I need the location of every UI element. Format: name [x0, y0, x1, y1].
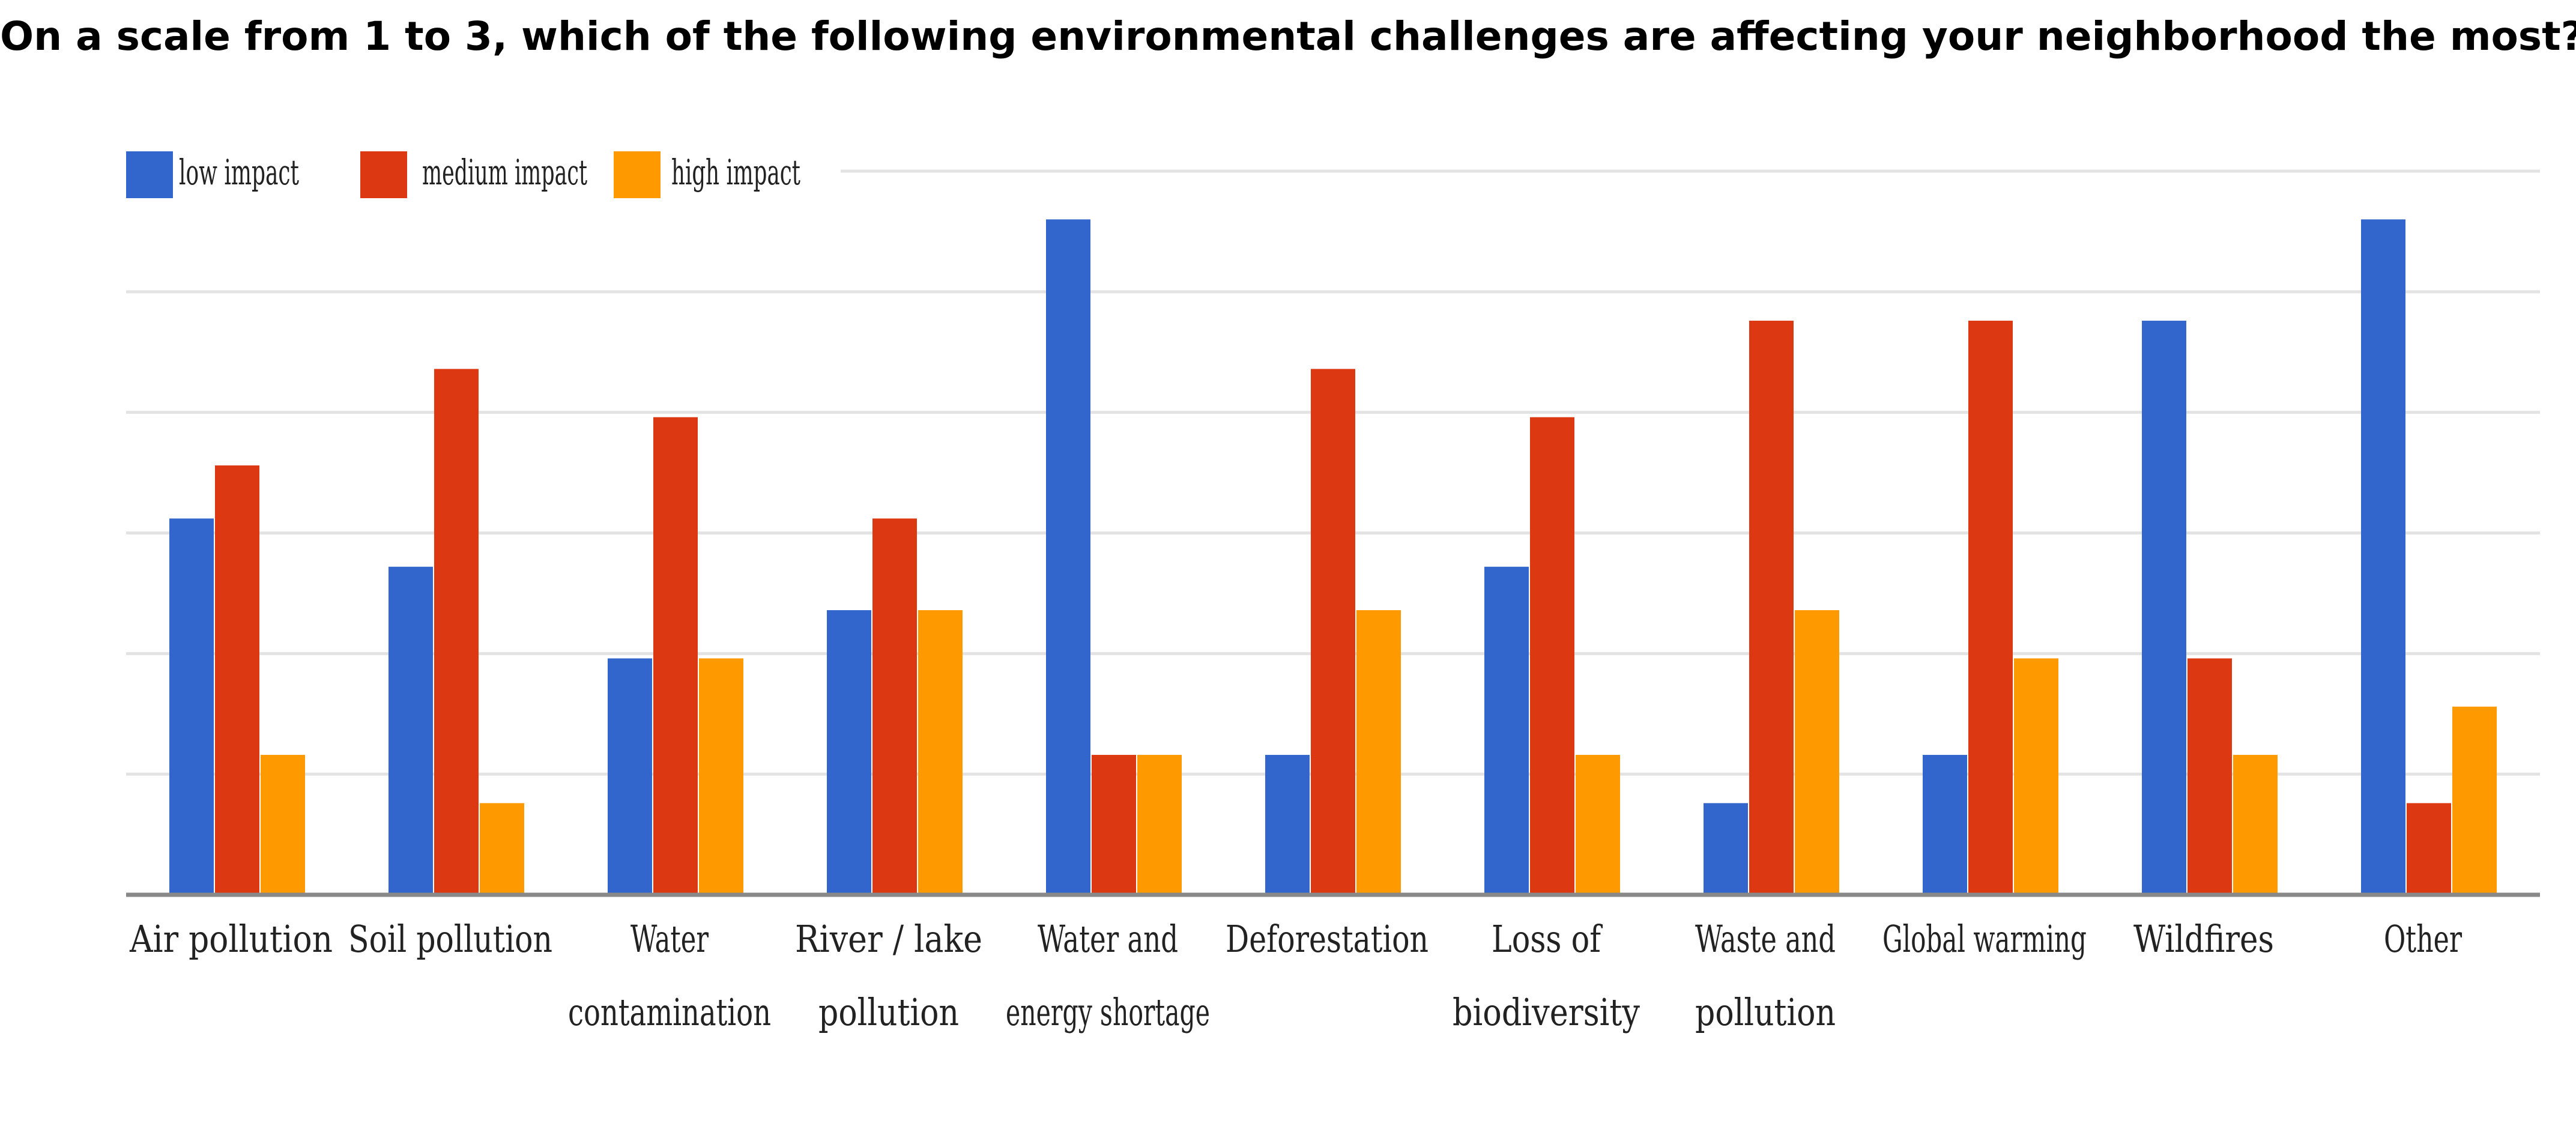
x-tick-label: Water: [630, 917, 709, 961]
legend-swatch-medium-impact: [360, 151, 407, 198]
x-tick-label: Water and: [1038, 917, 1178, 961]
bar-medium-impact-8: [1749, 321, 1794, 895]
chart-title: On a scale from 1 to 3, which of the fol…: [0, 13, 2576, 59]
bar-high-impact-3: [699, 658, 743, 895]
x-tick-label: Global warming: [1882, 917, 2087, 961]
bar-high-impact-10: [2233, 755, 2278, 895]
x-tick-label: pollution: [818, 990, 959, 1034]
bar-medium-impact-2: [434, 369, 479, 895]
bar-low-impact-7: [1484, 566, 1529, 895]
legend: low impact medium impact high impact: [126, 151, 800, 198]
bar-high-impact-5: [1137, 755, 1182, 895]
bar-high-impact-11: [2452, 706, 2497, 895]
bar-high-impact-4: [918, 610, 963, 895]
x-tick-label: River / lake: [795, 917, 982, 961]
bar-high-impact-7: [1576, 755, 1620, 895]
bar-low-impact-5: [1046, 219, 1090, 895]
bar-medium-impact-10: [2187, 658, 2232, 895]
bar-low-impact-10: [2142, 321, 2186, 895]
bar-medium-impact-5: [1092, 755, 1136, 895]
x-tick-label: pollution: [1695, 990, 1836, 1034]
x-tick-label: energy shortage: [1006, 990, 1210, 1034]
bar-medium-impact-7: [1530, 417, 1574, 895]
bar-high-impact-6: [1356, 610, 1401, 895]
x-tick-label: Other: [2384, 917, 2462, 961]
bar-low-impact-1: [169, 518, 214, 895]
x-tick-label: Soil pollution: [348, 917, 552, 961]
x-tick-labels: Air pollution Soil pollution Water contamin…: [129, 917, 2462, 1034]
bar-low-impact-9: [1923, 755, 1967, 895]
bar-low-impact-6: [1265, 755, 1310, 895]
bar-medium-impact-11: [2407, 803, 2451, 895]
x-tick-label: biodiversity: [1453, 990, 1640, 1034]
x-tick-label: Loss of: [1492, 917, 1603, 961]
bars: [169, 219, 2497, 895]
bar-medium-impact-1: [215, 465, 259, 895]
bar-low-impact-8: [1704, 803, 1748, 895]
legend-swatch-low-impact: [126, 151, 173, 198]
bar-low-impact-2: [389, 566, 433, 895]
bar-high-impact-2: [480, 803, 524, 895]
bar-low-impact-11: [2361, 219, 2405, 895]
x-tick-label: Waste and: [1695, 917, 1836, 961]
bar-high-impact-9: [2014, 658, 2058, 895]
bar-low-impact-3: [608, 658, 652, 895]
bar-medium-impact-9: [1968, 321, 2013, 895]
legend-label: medium impact: [422, 152, 587, 193]
bar-high-impact-1: [261, 755, 305, 895]
x-tick-label: Deforestation: [1226, 917, 1429, 961]
bar-medium-impact-6: [1311, 369, 1355, 895]
legend-label: low impact: [179, 152, 299, 193]
bar-low-impact-4: [827, 610, 871, 895]
bar-high-impact-8: [1795, 610, 1839, 895]
x-tick-label: Wildfires: [2133, 917, 2274, 961]
bar-medium-impact-3: [653, 417, 698, 895]
legend-swatch-high-impact: [614, 151, 661, 198]
bar-medium-impact-4: [872, 518, 917, 895]
x-tick-label: Air pollution: [129, 917, 333, 961]
x-tick-label: contamination: [568, 990, 771, 1034]
legend-label: high impact: [671, 152, 800, 193]
